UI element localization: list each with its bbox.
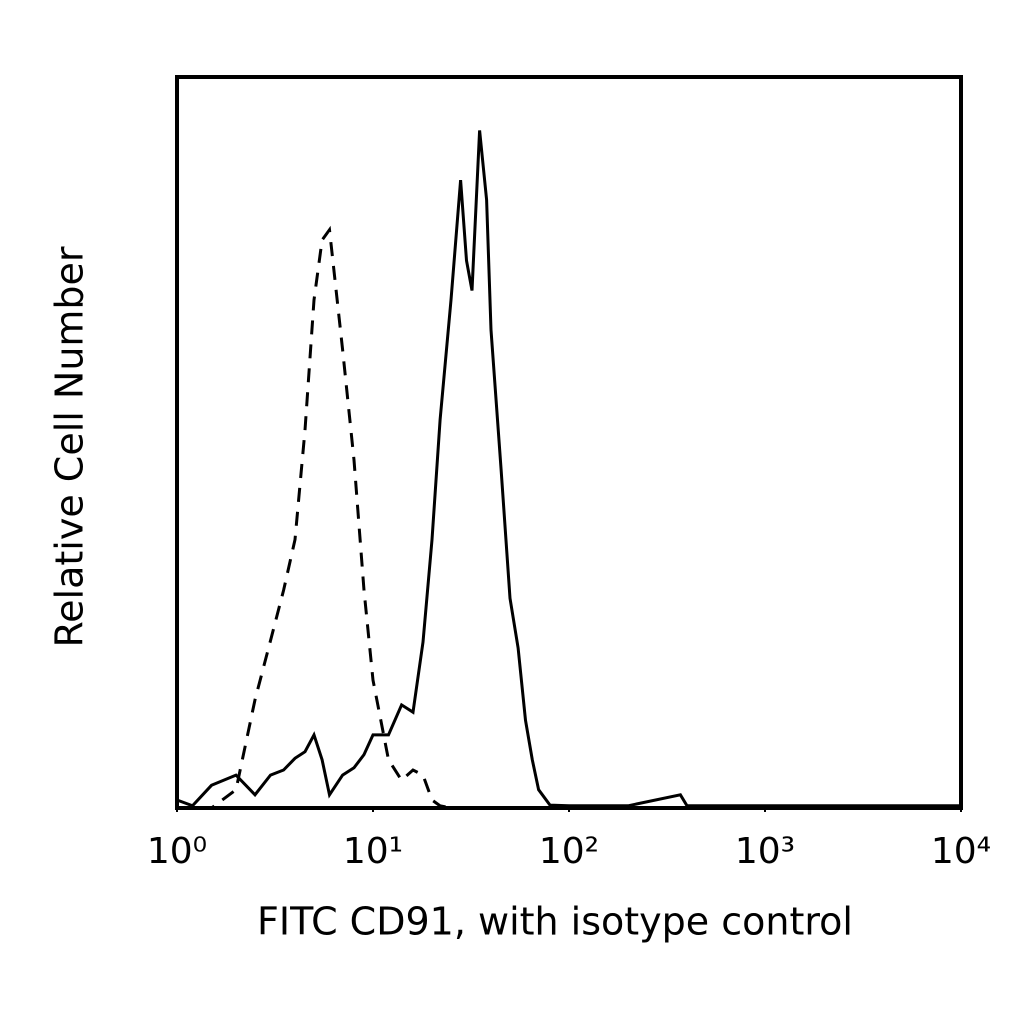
x-tick-label: 10⁰ — [147, 831, 207, 872]
x-tick-label: 10³ — [735, 831, 795, 872]
histogram-line — [176, 130, 961, 808]
y-axis-label: Relative Cell Number — [48, 246, 92, 647]
x-axis-label: FITC CD91, with isotype control — [257, 900, 853, 944]
x-tick-label: 10¹ — [343, 831, 403, 872]
plot-frame — [175, 75, 963, 810]
x-tick-label: 10² — [539, 831, 599, 872]
x-tick-label: 10⁴ — [931, 831, 991, 872]
histogram-line — [177, 225, 961, 810]
